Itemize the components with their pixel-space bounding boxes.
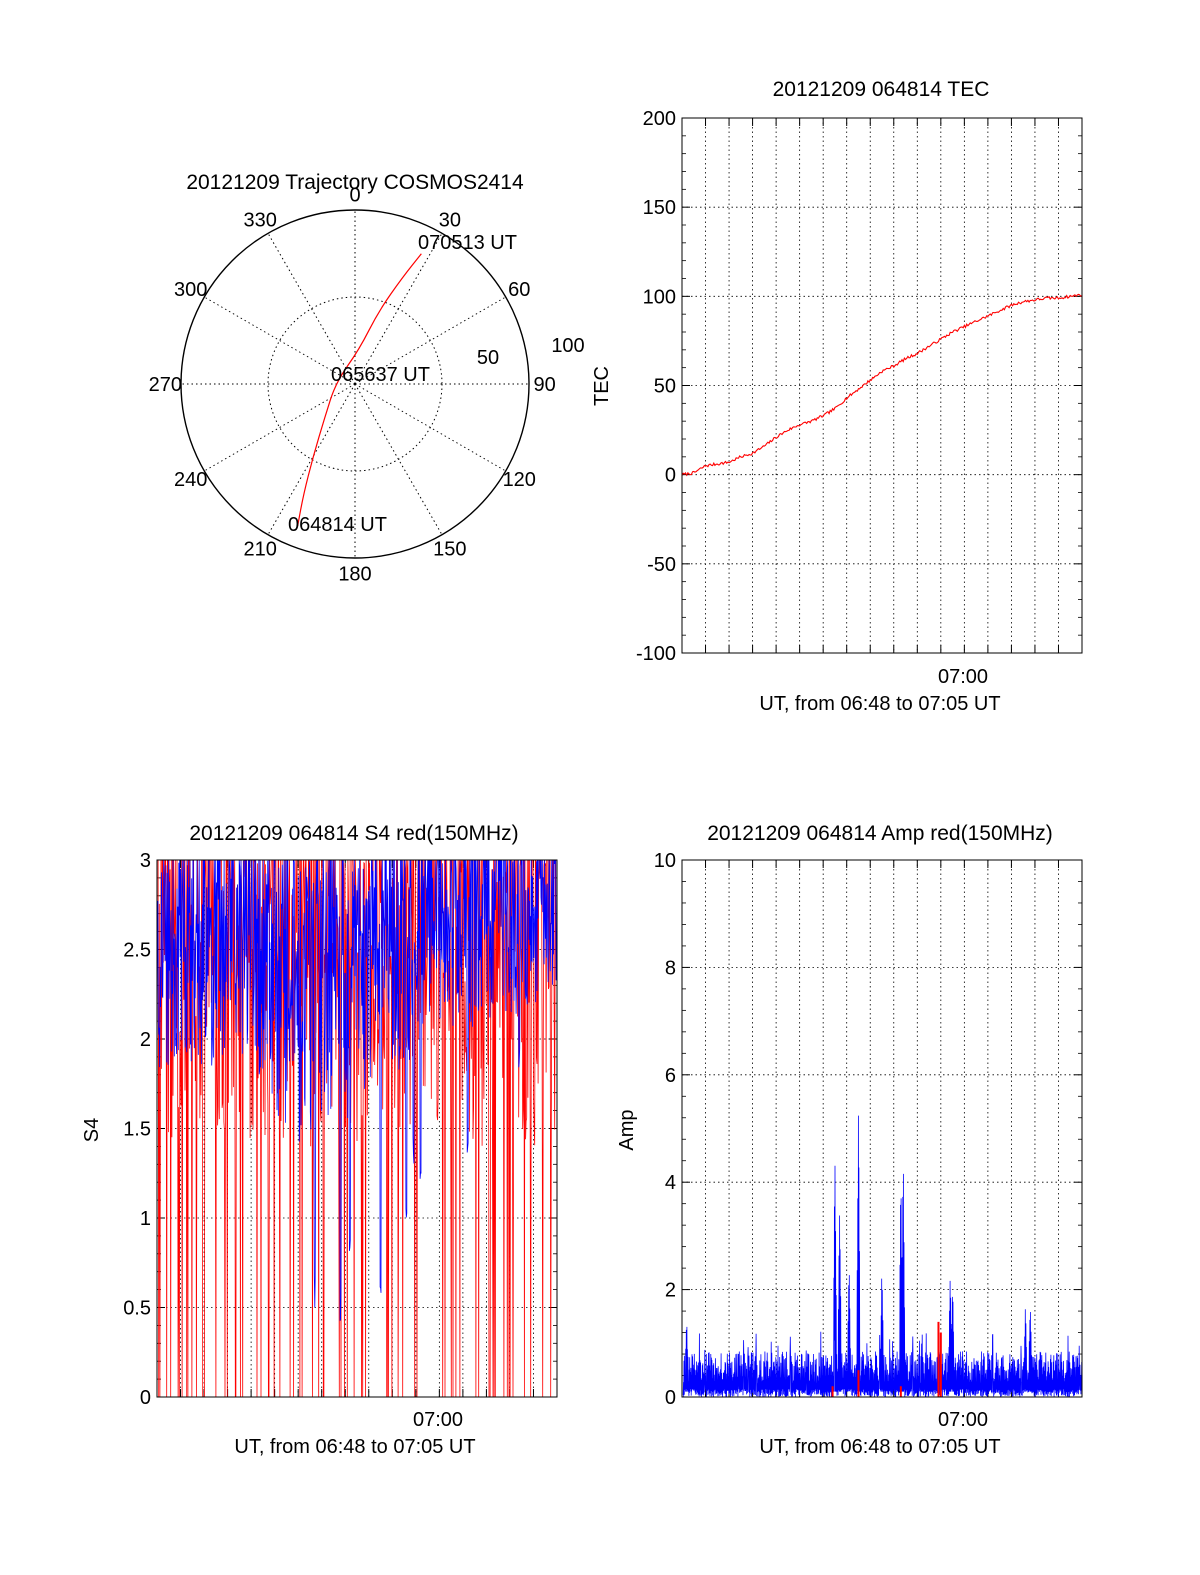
azimuth-label: 300 <box>174 279 207 301</box>
azimuth-label: 270 <box>149 374 182 396</box>
amp-x-axis-label: UT, from 06:48 to 07:05 UT <box>759 1436 1000 1458</box>
s4-y-axis-label: S4 <box>81 1118 103 1142</box>
trajectory-series <box>297 253 422 527</box>
polar-spoke <box>354 383 506 472</box>
tec-y-axis-label: TEC <box>591 366 613 406</box>
trajectory-title: 20121209 Trajectory COSMOS2414 <box>186 171 524 194</box>
mid-time-annotation: 065637 UT <box>331 364 430 386</box>
azimuth-label: 30 <box>439 210 461 232</box>
y-tick-label: -100 <box>636 643 676 665</box>
polar-spoke <box>267 233 356 385</box>
amp-y-axis-label: Amp <box>616 1109 638 1150</box>
polar-labels: 0 30 60 90 120 150 180 210 240 270 300 330 <box>149 184 556 585</box>
s4-y-tick-labels: 0 0.5 1 1.5 2 2.5 3 <box>123 850 151 1409</box>
y-tick-label: 100 <box>643 286 676 308</box>
polar-spoke <box>354 383 443 535</box>
polar-spoke <box>354 296 506 385</box>
azimuth-label: 210 <box>243 538 276 560</box>
amp-x-tick-label: 07:00 <box>938 1409 988 1431</box>
polar-ring <box>180 209 530 559</box>
end-time-annotation: 070513 UT <box>418 232 517 254</box>
amp-series <box>682 1115 1083 1398</box>
tec-panel: 20121209 064814 TEC -100-50050100150200 … <box>591 78 1083 715</box>
tec-y-tick-labels: -100 -50 0 50 100 150 200 <box>636 108 676 665</box>
y-tick-label: 2 <box>665 1280 676 1302</box>
polar-spoke <box>204 383 356 472</box>
azimuth-label: 0 <box>349 184 360 206</box>
ring-label-50: 50 <box>477 347 499 369</box>
y-tick-label: 8 <box>665 957 676 979</box>
s4-x-tick-label: 07:00 <box>413 1409 463 1431</box>
tec-series <box>681 293 1083 477</box>
y-tick-label: -50 <box>647 554 676 576</box>
y-tick-label: 1 <box>140 1208 151 1230</box>
tec-line <box>681 293 1083 477</box>
amp-panel: 20121209 064814 Amp red(150MHz) 0246810 … <box>616 822 1083 1458</box>
s4-traces <box>157 860 557 1397</box>
s4-series <box>157 860 557 1397</box>
amp-y-tick-labels: 0 2 4 6 8 10 <box>654 850 676 1409</box>
y-tick-label: 2 <box>140 1029 151 1051</box>
y-tick-label: 50 <box>654 376 676 398</box>
polar-grid <box>180 209 530 559</box>
y-tick-label: 0 <box>665 465 676 487</box>
azimuth-label: 150 <box>433 538 466 560</box>
azimuth-label: 240 <box>174 469 207 491</box>
amp-blue-line <box>682 1115 1083 1398</box>
tec-x-axis-label: UT, from 06:48 to 07:05 UT <box>759 693 1000 715</box>
polar-spoke <box>267 383 356 535</box>
ring-label-100: 100 <box>551 335 584 357</box>
start-time-annotation: 064814 UT <box>288 514 387 536</box>
y-tick-label: 0.5 <box>123 1298 151 1320</box>
y-tick-label: 3 <box>140 850 151 872</box>
amp-title: 20121209 064814 Amp red(150MHz) <box>707 822 1053 845</box>
y-tick-label: 10 <box>654 850 676 872</box>
azimuth-label: 120 <box>503 469 536 491</box>
y-tick-label: 0 <box>665 1387 676 1409</box>
azimuth-label: 60 <box>508 279 530 301</box>
y-tick-label: 2.5 <box>123 940 151 962</box>
trajectory-panel: 20121209 Trajectory COSMOS2414 0 30 60 90 12… <box>149 171 585 586</box>
tec-grid <box>682 117 1082 654</box>
y-tick-label: 4 <box>665 1172 676 1194</box>
polar-spoke <box>354 233 443 385</box>
y-tick-label: 1.5 <box>123 1119 151 1141</box>
amp-grid <box>682 859 1082 1398</box>
tec-plot-frame <box>681 117 1083 654</box>
s4-blue-line <box>157 860 557 1321</box>
trajectory-line <box>297 253 422 527</box>
y-tick-label: 200 <box>643 108 676 130</box>
azimuth-label: 180 <box>338 564 371 586</box>
y-tick-label: 6 <box>665 1065 676 1087</box>
s4-plot-frame <box>156 859 558 1398</box>
s4-x-axis-label: UT, from 06:48 to 07:05 UT <box>234 1436 475 1458</box>
tec-title: 20121209 064814 TEC <box>773 78 990 101</box>
azimuth-label: 330 <box>243 210 276 232</box>
s4-title: 20121209 064814 S4 red(150MHz) <box>189 822 518 845</box>
amp-plot-frame <box>681 859 1083 1398</box>
s4-red-line <box>157 860 557 1397</box>
y-tick-label: 0 <box>140 1387 151 1409</box>
azimuth-label: 90 <box>534 374 556 396</box>
y-tick-label: 150 <box>643 197 676 219</box>
polar-spoke <box>204 296 356 385</box>
s4-panel: 20121209 064814 S4 red(150MHz) 0 0.5 1 1.5 2… <box>81 822 558 1458</box>
tec-x-tick-label: 07:00 <box>938 666 988 688</box>
